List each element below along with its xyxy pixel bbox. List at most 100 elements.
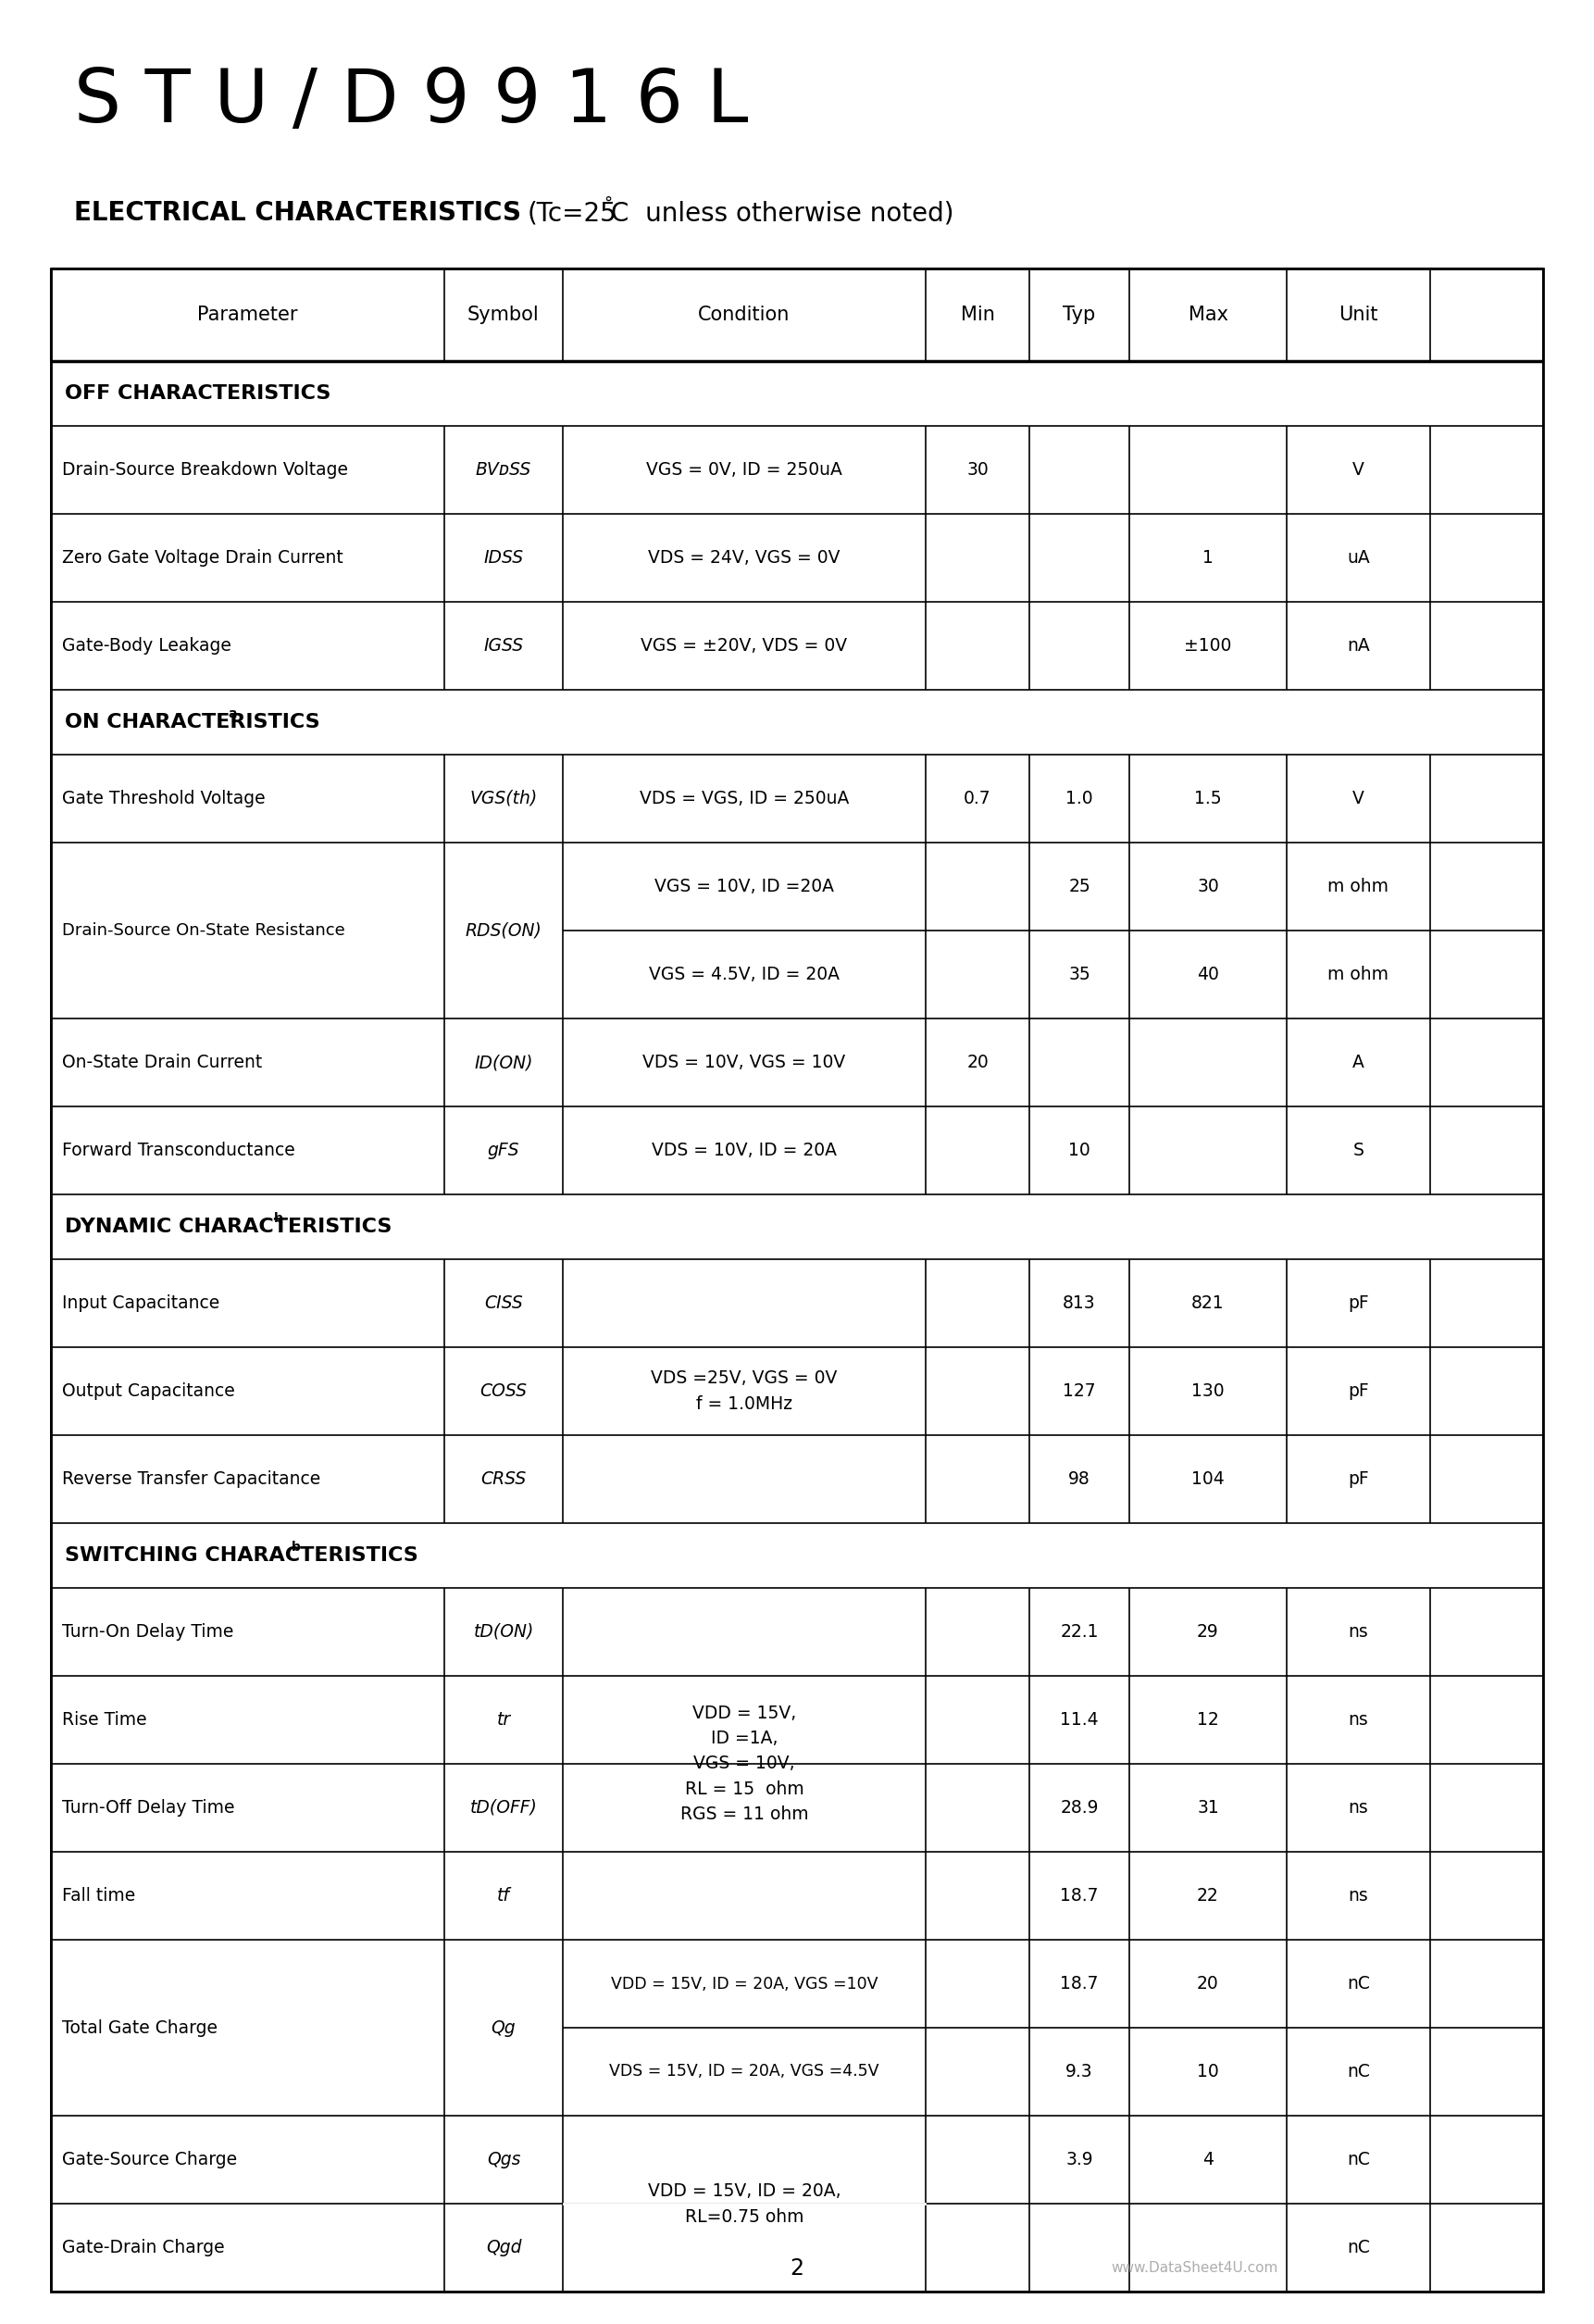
Text: 18.7: 18.7 — [1060, 1887, 1098, 1906]
Text: VDD = 15V, ID = 20A,
RL=0.75 ohm: VDD = 15V, ID = 20A, RL=0.75 ohm — [647, 2182, 840, 2226]
Text: 35: 35 — [1068, 967, 1090, 983]
Text: VGS = 4.5V, ID = 20A: VGS = 4.5V, ID = 20A — [649, 967, 840, 983]
Text: Gate-Source Charge: Gate-Source Charge — [62, 2150, 238, 2168]
Text: b: b — [274, 1213, 282, 1225]
Text: nC: nC — [1347, 2238, 1369, 2257]
Text: 11.4: 11.4 — [1060, 1710, 1098, 1729]
Text: ns: ns — [1349, 1799, 1369, 1817]
Text: Turn-Off Delay Time: Turn-Off Delay Time — [62, 1799, 234, 1817]
Text: Qgs: Qgs — [486, 2150, 520, 2168]
Text: 1: 1 — [1202, 548, 1213, 567]
Text: OFF CHARACTERISTICS: OFF CHARACTERISTICS — [65, 383, 332, 402]
Text: b: b — [292, 1541, 301, 1555]
Text: 40: 40 — [1197, 967, 1219, 983]
Text: Drain-Source Breakdown Voltage: Drain-Source Breakdown Voltage — [62, 460, 347, 479]
Text: 25: 25 — [1068, 878, 1090, 895]
Text: VGS = 0V, ID = 250uA: VGS = 0V, ID = 250uA — [646, 460, 842, 479]
Text: tf: tf — [497, 1887, 510, 1906]
Text: VDS = 15V, ID = 20A, VGS =4.5V: VDS = 15V, ID = 20A, VGS =4.5V — [609, 2064, 880, 2080]
Text: uA: uA — [1347, 548, 1369, 567]
Text: RDS(ON): RDS(ON) — [465, 923, 542, 939]
Text: 30: 30 — [1197, 878, 1219, 895]
Text: nC: nC — [1347, 1975, 1369, 1992]
Text: VDS = VGS, ID = 250uA: VDS = VGS, ID = 250uA — [639, 790, 850, 806]
Text: Parameter: Parameter — [198, 304, 298, 323]
Text: VDD = 15V, ID = 20A, VGS =10V: VDD = 15V, ID = 20A, VGS =10V — [611, 1975, 878, 1992]
Text: S T U / D 9 9 1 6 L: S T U / D 9 9 1 6 L — [73, 65, 748, 137]
Text: 30: 30 — [966, 460, 988, 479]
Text: 98: 98 — [1068, 1471, 1090, 1487]
Text: ID(ON): ID(ON) — [473, 1053, 532, 1071]
Text: nA: nA — [1347, 637, 1369, 655]
Text: 130: 130 — [1191, 1383, 1224, 1399]
Text: VDS = 10V, ID = 20A: VDS = 10V, ID = 20A — [652, 1141, 837, 1160]
Text: 127: 127 — [1063, 1383, 1095, 1399]
Text: Max: Max — [1188, 304, 1227, 323]
Text: ELECTRICAL CHARACTERISTICS: ELECTRICAL CHARACTERISTICS — [73, 200, 521, 225]
Text: VDD = 15V,
ID =1A,
VGS = 10V,
RL = 15  ohm
RGS = 11 ohm: VDD = 15V, ID =1A, VGS = 10V, RL = 15 oh… — [681, 1703, 808, 1822]
Text: pF: pF — [1349, 1383, 1369, 1399]
Bar — [51, 270, 1543, 2291]
Text: VGS(th): VGS(th) — [470, 790, 537, 806]
Text: Input Capacitance: Input Capacitance — [62, 1294, 220, 1313]
Text: 22: 22 — [1197, 1887, 1219, 1906]
Text: pF: pF — [1349, 1471, 1369, 1487]
Text: Forward Transconductance: Forward Transconductance — [62, 1141, 295, 1160]
Text: 31: 31 — [1197, 1799, 1219, 1817]
Text: tr: tr — [497, 1710, 510, 1729]
Text: VGS = ±20V, VDS = 0V: VGS = ±20V, VDS = 0V — [641, 637, 848, 655]
Text: CRSS: CRSS — [481, 1471, 526, 1487]
Text: A: A — [1352, 1053, 1364, 1071]
Text: 22.1: 22.1 — [1060, 1622, 1098, 1641]
Text: S: S — [1353, 1141, 1364, 1160]
Text: Qgd: Qgd — [486, 2238, 521, 2257]
Text: °: ° — [604, 195, 612, 211]
Text: m ohm: m ohm — [1328, 878, 1388, 895]
Text: VDS =25V, VGS = 0V
f = 1.0MHz: VDS =25V, VGS = 0V f = 1.0MHz — [650, 1369, 837, 1413]
Text: 3.9: 3.9 — [1066, 2150, 1093, 2168]
Text: Rise Time: Rise Time — [62, 1710, 147, 1729]
Text: 28.9: 28.9 — [1060, 1799, 1098, 1817]
Text: ns: ns — [1349, 1622, 1369, 1641]
Text: ns: ns — [1349, 1710, 1369, 1729]
Text: pF: pF — [1349, 1294, 1369, 1313]
Text: Qg: Qg — [491, 2020, 516, 2036]
Text: Drain-Source On-State Resistance: Drain-Source On-State Resistance — [62, 923, 344, 939]
Text: 20: 20 — [966, 1053, 988, 1071]
Text: 4: 4 — [1202, 2150, 1213, 2168]
Text: Turn-On Delay Time: Turn-On Delay Time — [62, 1622, 234, 1641]
Text: Total Gate Charge: Total Gate Charge — [62, 2020, 217, 2036]
Text: VDS = 24V, VGS = 0V: VDS = 24V, VGS = 0V — [649, 548, 840, 567]
Text: 0.7: 0.7 — [964, 790, 991, 806]
Text: m ohm: m ohm — [1328, 967, 1388, 983]
Text: 104: 104 — [1191, 1471, 1224, 1487]
Text: 1.5: 1.5 — [1194, 790, 1221, 806]
Text: IDSS: IDSS — [483, 548, 523, 567]
Text: Condition: Condition — [698, 304, 791, 323]
Text: BVᴅSS: BVᴅSS — [475, 460, 531, 479]
Text: 18.7: 18.7 — [1060, 1975, 1098, 1992]
Text: www.DataSheet4U.com: www.DataSheet4U.com — [1111, 2261, 1278, 2275]
Text: Symbol: Symbol — [467, 304, 539, 323]
Text: ns: ns — [1349, 1887, 1369, 1906]
Text: 813: 813 — [1063, 1294, 1095, 1313]
Text: 20: 20 — [1197, 1975, 1219, 1992]
Text: 2: 2 — [791, 2257, 803, 2280]
Text: (Tc=25: (Tc=25 — [528, 200, 617, 225]
Text: nC: nC — [1347, 2064, 1369, 2080]
Text: tD(OFF): tD(OFF) — [470, 1799, 537, 1817]
Text: Output Capacitance: Output Capacitance — [62, 1383, 234, 1399]
Text: Reverse Transfer Capacitance: Reverse Transfer Capacitance — [62, 1471, 320, 1487]
Text: CISS: CISS — [485, 1294, 523, 1313]
Text: 29: 29 — [1197, 1622, 1219, 1641]
Text: 9.3: 9.3 — [1066, 2064, 1093, 2080]
Text: Gate-Drain Charge: Gate-Drain Charge — [62, 2238, 225, 2257]
Text: Gate Threshold Voltage: Gate Threshold Voltage — [62, 790, 265, 806]
Text: ±100: ±100 — [1184, 637, 1232, 655]
Text: V: V — [1352, 460, 1364, 479]
Text: 10: 10 — [1197, 2064, 1219, 2080]
Text: Gate-Body Leakage: Gate-Body Leakage — [62, 637, 231, 655]
Text: VDS = 10V, VGS = 10V: VDS = 10V, VGS = 10V — [642, 1053, 846, 1071]
Text: VGS = 10V, ID =20A: VGS = 10V, ID =20A — [655, 878, 834, 895]
Text: COSS: COSS — [480, 1383, 528, 1399]
